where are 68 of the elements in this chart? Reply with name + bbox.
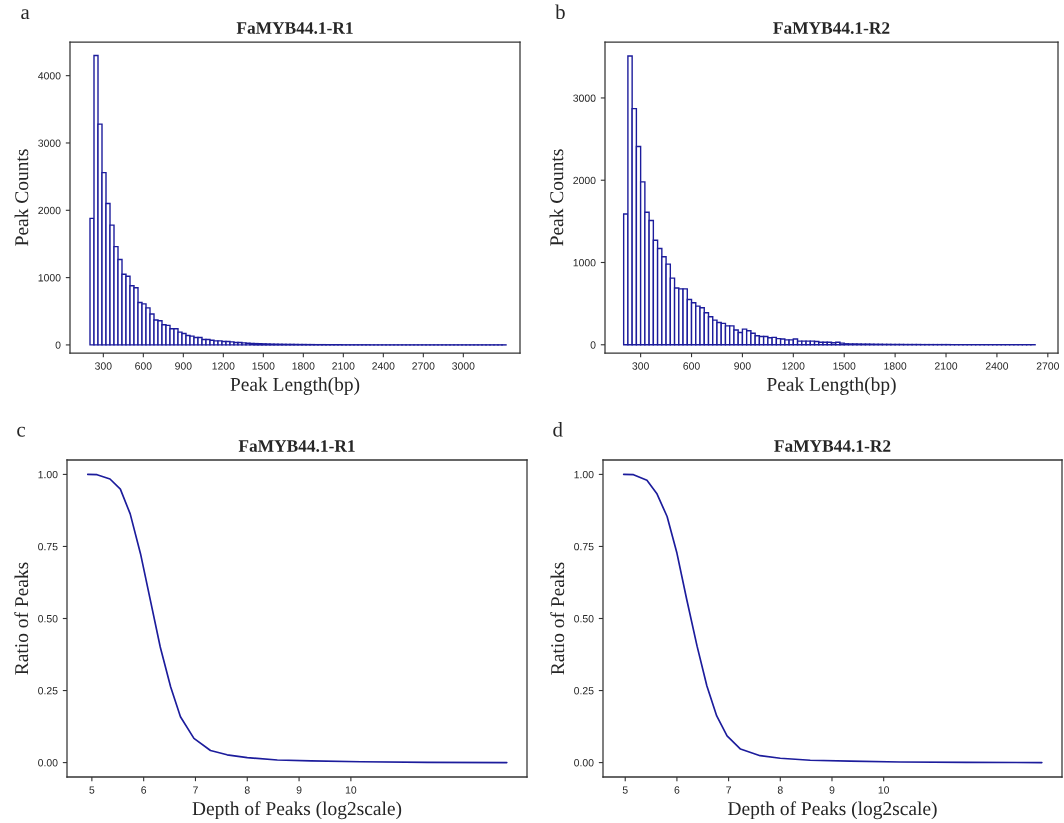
y-tick-label: 0.75 (38, 542, 58, 551)
y-tick-label: 0.00 (38, 759, 58, 767)
chart-title: FaMYB44.1-R1 (238, 440, 355, 452)
y-axis-title: Peak Counts (14, 149, 29, 246)
x-tick-label: 2700 (412, 362, 435, 370)
y-tick-label: 0.75 (574, 542, 594, 551)
chart-title: FaMYB44.1-R2 (774, 440, 891, 452)
x-tick-label: 9 (296, 786, 302, 794)
x-tick-label: 2100 (934, 362, 958, 370)
y-tick-label: 0 (55, 341, 61, 349)
y-tick-label: 1000 (573, 259, 596, 267)
x-tick-label: 6 (141, 786, 147, 794)
x-tick-label: 2400 (985, 362, 1009, 370)
y-axis-title: Ratio of Peaks (550, 562, 565, 675)
y-tick-label: 1000 (38, 274, 61, 282)
x-tick-label: 7 (726, 786, 731, 794)
chart-title: FaMYB44.1-R2 (773, 22, 890, 34)
x-axis-title: Depth of Peaks (log2scale) (728, 801, 937, 820)
x-axis-title: Peak Length(bp) (766, 377, 896, 395)
x-axis-title: Peak Length(bp) (230, 377, 360, 395)
y-tick-label: 0.50 (574, 615, 594, 623)
text: c (17, 426, 26, 437)
x-tick-label: 600 (135, 362, 152, 370)
line-series (622, 473, 1043, 764)
x-tick-label: 300 (632, 362, 649, 370)
y-tick-label: 0.25 (38, 687, 58, 695)
y-tick-label: 2000 (38, 206, 61, 215)
y-tick-label: 3000 (38, 139, 61, 147)
y-axis-title: Peak Counts (549, 149, 564, 246)
x-tick-label: 300 (95, 362, 112, 370)
x-tick-label: 9 (829, 786, 835, 794)
y-tick-label: 1.00 (574, 470, 594, 479)
y-tick-label: 0.25 (574, 687, 594, 695)
x-tick-label: 6 (674, 786, 680, 794)
text: b (555, 4, 565, 20)
x-tick-label: 1800 (884, 362, 907, 370)
x-tick-label: 2700 (1036, 362, 1059, 370)
x-tick-label: 5 (622, 786, 628, 794)
x-tick-label: 8 (777, 786, 783, 794)
x-axis-title: Depth of Peaks (log2scale) (192, 801, 402, 820)
y-tick-label: 0.50 (38, 615, 58, 623)
x-tick-label: 600 (683, 362, 700, 370)
x-tick-label: 8 (244, 786, 250, 794)
x-tick-label: 2400 (372, 362, 395, 370)
x-tick-label: 900 (175, 362, 192, 370)
x-tick-label: 10 (878, 786, 890, 794)
y-tick-label: 1.00 (38, 470, 58, 479)
x-tick-label: 900 (734, 362, 751, 370)
x-tick-label: 10 (345, 786, 357, 794)
y-tick-label: 0.00 (574, 759, 594, 767)
chart-title: FaMYB44.1-R1 (236, 22, 353, 34)
y-tick-label: 3000 (573, 94, 596, 102)
x-tick-label: 1500 (252, 362, 275, 370)
x-tick-label: 1800 (292, 362, 315, 370)
y-tick-label: 2000 (573, 176, 596, 185)
line-series (86, 473, 508, 764)
x-tick-label: 7 (193, 786, 198, 794)
x-tick-label: 1200 (782, 362, 805, 370)
y-tick-label: 0 (590, 341, 596, 349)
x-tick-label: 1200 (212, 362, 235, 370)
y-tick-label: 4000 (38, 72, 61, 80)
text: d (553, 422, 563, 437)
x-tick-label: 5 (89, 786, 95, 794)
text: a (21, 9, 30, 20)
x-tick-label: 3000 (452, 362, 475, 370)
x-tick-label: 2100 (332, 362, 355, 370)
y-axis-title: Ratio of Peaks (14, 562, 29, 675)
x-tick-label: 1500 (833, 362, 856, 370)
